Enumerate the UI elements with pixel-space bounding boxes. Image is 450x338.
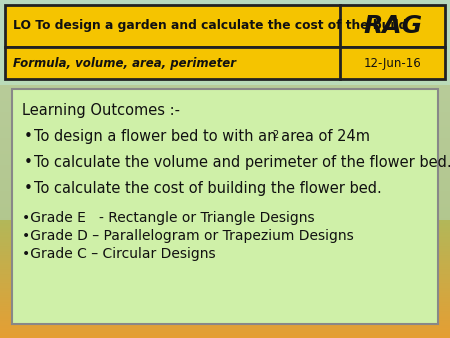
Text: LO To design a garden and calculate the cost of the build: LO To design a garden and calculate the … [13,20,407,32]
Text: •: • [24,181,33,196]
Text: •Grade E   - Rectangle or Triangle Designs: •Grade E - Rectangle or Triangle Designs [22,211,315,225]
Bar [5,47,445,79]
Text: •Grade D – Parallelogram or Trapezium Designs: •Grade D – Parallelogram or Trapezium De… [22,229,354,243]
Text: 2: 2 [272,130,278,140]
Bar [12,89,438,324]
Text: •Grade C – Circular Designs: •Grade C – Circular Designs [22,247,216,261]
Text: 12-Jun-16: 12-Jun-16 [364,56,422,70]
Text: •: • [24,155,33,170]
Text: Formula, volume, area, perimeter: Formula, volume, area, perimeter [13,56,236,70]
Bar [5,5,445,47]
Text: Learning Outcomes :-: Learning Outcomes :- [22,103,180,118]
Text: •: • [24,129,33,144]
Text: To calculate the cost of building the flower bed.: To calculate the cost of building the fl… [34,181,382,196]
Text: To calculate the volume and perimeter of the flower bed.: To calculate the volume and perimeter of… [34,155,450,170]
Text: To design a flower bed to with an area of 24m: To design a flower bed to with an area o… [34,129,370,144]
Text: RAG: RAG [363,14,422,38]
